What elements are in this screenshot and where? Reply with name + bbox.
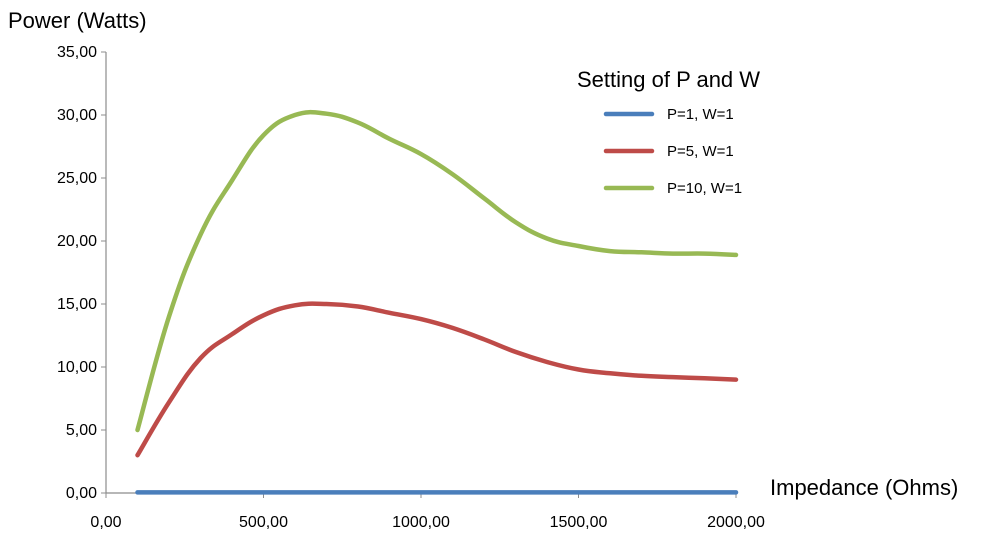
- legend-item: P=5, W=1: [603, 143, 734, 160]
- y-axis-title: Power (Watts): [8, 8, 147, 33]
- legend-item: P=1, W=1: [603, 106, 734, 123]
- legend-items: P=1, W=1 P=5, W=1 P=10, W=1: [603, 106, 742, 197]
- x-tick-label: 500,00: [239, 514, 288, 531]
- axes: [105, 52, 736, 494]
- y-tick-label: 30,00: [57, 107, 97, 124]
- series-line-3: [135, 109, 739, 433]
- y-tick-label: 25,00: [57, 170, 97, 187]
- x-tick-label: 2000,00: [707, 514, 765, 531]
- y-tick-label: 5,00: [66, 422, 97, 439]
- x-axis-title: Impedance (Ohms): [770, 475, 958, 500]
- legend-item: P=10, W=1: [603, 180, 742, 197]
- y-tick-label: 0,00: [66, 485, 97, 502]
- series-line-2: [135, 301, 739, 458]
- legend-title: Setting of P and W: [577, 67, 760, 92]
- legend-label: P=5, W=1: [667, 143, 734, 160]
- x-tick-label: 1500,00: [550, 514, 608, 531]
- legend: Setting of P and W P=1, W=1 P=5, W=1 P=10,…: [577, 67, 760, 197]
- legend-label: P=10, W=1: [667, 180, 742, 197]
- y-axis-ticks: 0,00 5,00 10,00 15,00 20,00 25,00 30,00 35,00: [57, 44, 106, 502]
- x-tick-label: 1000,00: [392, 514, 450, 531]
- x-tick-label: 0,00: [90, 514, 121, 531]
- y-tick-label: 20,00: [57, 233, 97, 250]
- x-axis-ticks: 0,00 500,00 1000,00 1500,00 2000,00: [90, 493, 765, 531]
- y-tick-label: 35,00: [57, 44, 97, 61]
- y-tick-label: 15,00: [57, 296, 97, 313]
- y-tick-label: 10,00: [57, 359, 97, 376]
- series-lines: [135, 109, 739, 495]
- legend-label: P=1, W=1: [667, 106, 734, 123]
